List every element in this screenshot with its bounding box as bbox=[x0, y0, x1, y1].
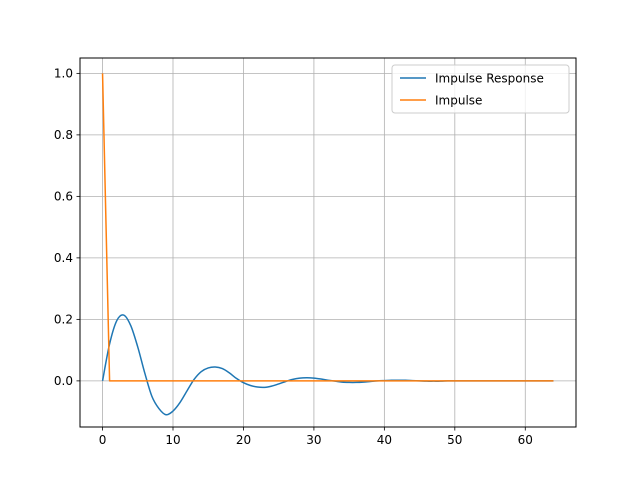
x-tick-label: 50 bbox=[447, 433, 462, 447]
axis-ticks: 0 10 20 30 40 50 60 0.0 0.2 0.4 0.6 0.8 1.0 bbox=[54, 66, 533, 447]
y-tick-label: 0.8 bbox=[54, 128, 73, 142]
y-tick-label: 0.2 bbox=[54, 312, 73, 326]
x-tick-label: 60 bbox=[518, 433, 533, 447]
x-tick-label: 40 bbox=[377, 433, 392, 447]
legend-label-impulse-response: Impulse Response bbox=[435, 72, 544, 86]
x-tick-label: 20 bbox=[236, 433, 251, 447]
legend-box bbox=[391, 64, 570, 114]
y-tick-label: 0.0 bbox=[54, 374, 73, 388]
legend-label-impulse: Impulse bbox=[435, 94, 482, 108]
x-tick-label: 30 bbox=[306, 433, 321, 447]
y-tick-label: 1.0 bbox=[54, 66, 73, 80]
y-tick-label: 0.4 bbox=[54, 251, 73, 265]
x-tick-label: 10 bbox=[165, 433, 180, 447]
plot-area-frame bbox=[79, 57, 577, 428]
series-lines bbox=[101, 73, 554, 416]
series-line-impulse bbox=[101, 73, 554, 382]
y-tick-label: 0.6 bbox=[54, 189, 73, 203]
legend: Impulse Response Impulse bbox=[391, 64, 570, 114]
x-tick-label: 0 bbox=[99, 433, 107, 447]
